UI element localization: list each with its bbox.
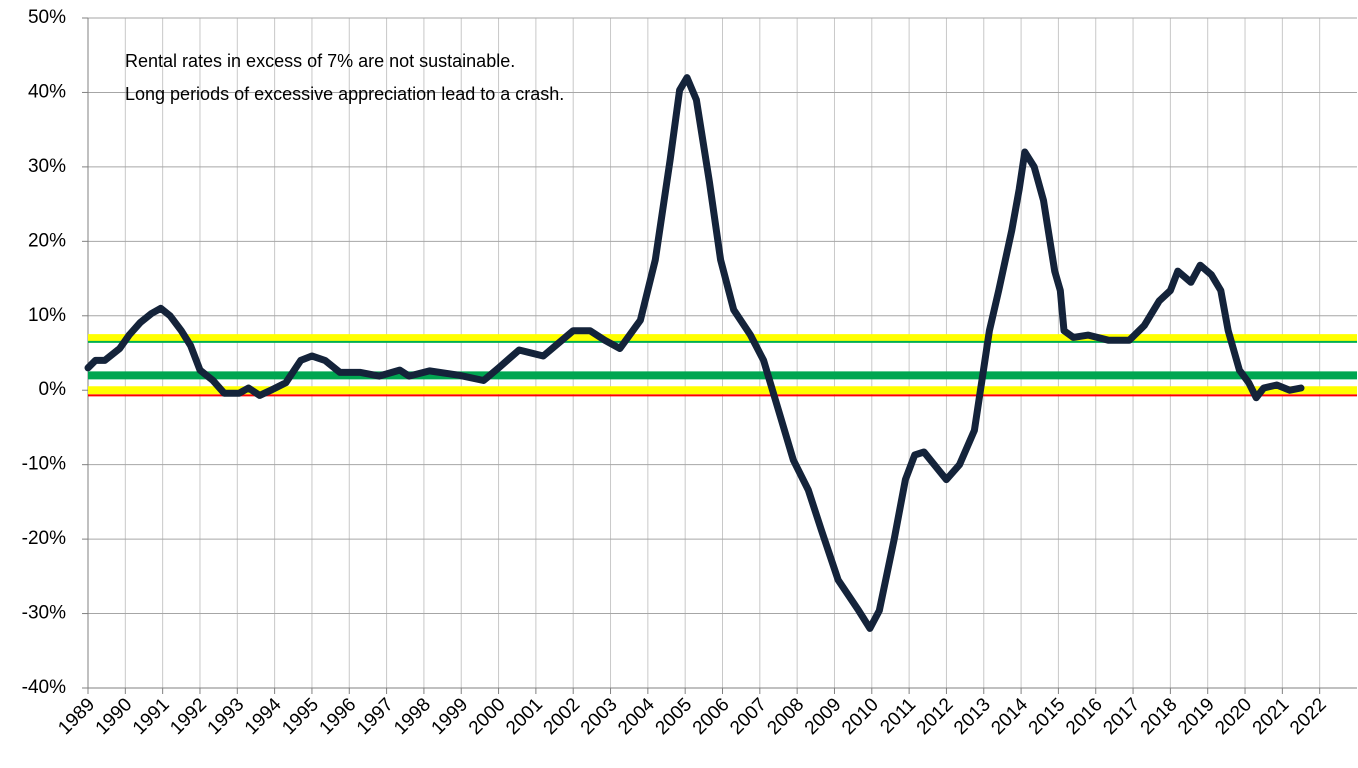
- x-tick-label: 2003: [577, 694, 622, 739]
- x-tick-label: 2004: [614, 694, 659, 739]
- y-tick-label: 40%: [28, 81, 66, 102]
- x-tick-label: 2006: [689, 694, 734, 739]
- x-tick-label: 1999: [428, 694, 473, 739]
- x-tick-label: 2019: [1174, 694, 1219, 739]
- x-tick-label: 2017: [1099, 694, 1144, 739]
- y-tick-label: -30%: [22, 603, 66, 624]
- x-tick-label: 2008: [763, 694, 808, 739]
- x-tick-label: 1991: [129, 694, 174, 739]
- x-tick-label: 2016: [1062, 694, 1107, 739]
- x-tick-label: 2001: [502, 694, 547, 739]
- x-tick-label: 2002: [540, 694, 585, 739]
- x-tick-label: 2000: [465, 694, 510, 739]
- x-tick-label: 1996: [316, 694, 361, 739]
- x-tick-label: 2012: [913, 694, 958, 739]
- x-tick-label: 2014: [987, 694, 1032, 739]
- y-tick-label: 30%: [28, 156, 66, 177]
- x-tick-label: 2013: [950, 694, 995, 739]
- x-tick-label: 2018: [1137, 694, 1182, 739]
- y-tick-label: 0%: [39, 379, 67, 400]
- x-tick-label: 1994: [241, 694, 286, 739]
- y-tick-label: 20%: [28, 230, 66, 251]
- x-tick-label: 2010: [838, 694, 883, 739]
- x-tick-label: 2022: [1286, 694, 1331, 739]
- annotation: Rental rates in excess of 7% are not sus…: [125, 51, 515, 71]
- x-tick-label: 1997: [353, 694, 398, 739]
- y-tick-label: -40%: [22, 677, 66, 698]
- x-tick-label: 2015: [1025, 694, 1070, 739]
- y-tick-label: 10%: [28, 305, 66, 326]
- x-tick-label: 2007: [726, 694, 771, 739]
- data-line: [84, 74, 1305, 632]
- y-tick-label: 50%: [28, 7, 66, 28]
- y-tick-label: -10%: [22, 454, 66, 475]
- x-tick-label: 2009: [801, 694, 846, 739]
- x-tick-label: 1998: [390, 694, 435, 739]
- x-tick-label: 1990: [92, 694, 137, 739]
- x-tick-label: 1989: [54, 694, 99, 739]
- x-tick-label: 1993: [204, 694, 249, 739]
- x-tick-label: 1995: [278, 694, 323, 739]
- x-tick-label: 1992: [166, 694, 211, 739]
- x-tick-label: 2011: [876, 694, 920, 738]
- x-tick-label: 2020: [1211, 694, 1256, 739]
- y-tick-label: -20%: [22, 528, 66, 549]
- annotation: Long periods of excessive appreciation l…: [125, 84, 564, 104]
- x-tick-label: 2005: [652, 694, 697, 739]
- x-tick-label: 2021: [1249, 694, 1294, 739]
- grid: [87, 17, 1357, 689]
